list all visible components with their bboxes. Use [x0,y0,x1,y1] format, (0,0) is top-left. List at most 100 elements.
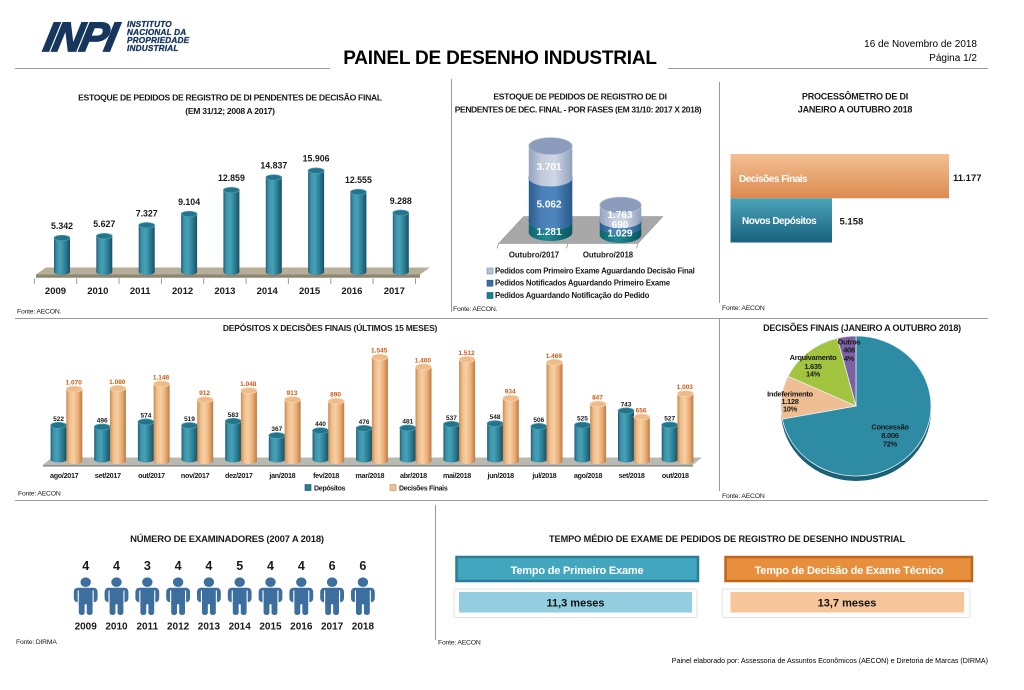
svg-text:656: 656 [636,407,647,414]
svg-text:4: 4 [113,559,120,573]
svg-text:Pedidos com Primeiro Exame Agu: Pedidos com Primeiro Exame Aguardando De… [495,266,695,275]
svg-text:Outubro/2017: Outubro/2017 [509,251,559,260]
svg-text:890: 890 [330,392,341,399]
svg-text:PENDENTES DE DEC. FINAL - POR: PENDENTES DE DEC. FINAL - POR FASES (EM … [455,105,702,115]
svg-text:913: 913 [286,390,297,397]
svg-text:13,7 meses: 13,7 meses [818,598,877,610]
svg-text:2015: 2015 [299,286,321,297]
svg-text:522: 522 [53,416,64,423]
svg-text:4: 4 [267,559,274,573]
svg-text:525: 525 [577,416,588,423]
svg-text:4: 4 [205,559,212,573]
svg-text:out/2018: out/2018 [662,471,689,480]
svg-text:2011: 2011 [130,286,151,297]
svg-text:mar/2018: mar/2018 [355,471,384,480]
svg-text:4: 4 [298,559,305,573]
svg-text:548: 548 [490,414,501,421]
svg-text:2017: 2017 [321,622,344,633]
svg-text:934: 934 [505,389,516,396]
svg-text:3: 3 [144,559,151,573]
svg-text:2012: 2012 [172,286,193,297]
svg-text:476: 476 [359,419,370,426]
svg-text:4: 4 [82,559,89,573]
svg-text:(EM 31/12; 2008 A 2017): (EM 31/12; 2008 A 2017) [185,106,275,116]
svg-text:2012: 2012 [167,622,190,633]
svg-text:Indeferimento: Indeferimento [767,389,813,398]
svg-text:5: 5 [236,559,243,573]
svg-text:496: 496 [97,418,108,425]
svg-text:DECISÕES FINAIS (JANEIRO A OUT: DECISÕES FINAIS (JANEIRO A OUTUBRO 2018) [763,323,961,333]
svg-text:12.859: 12.859 [218,173,245,183]
svg-text:2016: 2016 [290,622,313,633]
svg-text:912: 912 [199,390,210,397]
svg-text:Depósitos: Depósitos [314,486,346,493]
svg-text:out/2017: out/2017 [138,471,165,480]
svg-text:1.070: 1.070 [66,380,83,387]
svg-text:583: 583 [228,412,239,419]
svg-text:440: 440 [315,421,326,428]
svg-text:1.635: 1.635 [804,362,821,371]
svg-text:14%: 14% [806,370,821,379]
svg-text:mai/2018: mai/2018 [443,471,471,480]
svg-text:Fonte: AECON.: Fonte: AECON. [17,308,62,315]
svg-text:1.281: 1.281 [536,227,561,238]
svg-text:1.003: 1.003 [677,384,694,391]
svg-text:1.048: 1.048 [240,381,257,388]
svg-text:Fonte: AECON: Fonte: AECON [722,305,765,312]
svg-text:7.327: 7.327 [136,208,158,218]
svg-text:2017: 2017 [384,286,405,297]
svg-text:1.128: 1.128 [781,397,798,406]
svg-text:519: 519 [184,416,195,423]
svg-text:Fonte: AECON.: Fonte: AECON. [453,306,498,313]
svg-text:574: 574 [140,412,151,419]
svg-text:2009: 2009 [75,622,98,633]
svg-text:743: 743 [621,401,632,408]
svg-text:6: 6 [329,559,336,573]
svg-text:11.177: 11.177 [953,173,982,184]
svg-text:2010: 2010 [87,286,108,297]
svg-text:2018: 2018 [352,622,375,633]
svg-text:1.469: 1.469 [546,353,563,360]
svg-text:set/2018: set/2018 [619,471,645,480]
svg-text:abr/2018: abr/2018 [400,471,427,480]
svg-text:PROCESSÔMETRO DE DI: PROCESSÔMETRO DE DI [802,91,908,102]
svg-text:1.400: 1.400 [415,357,432,364]
svg-text:2013: 2013 [214,286,235,297]
svg-text:408: 408 [843,345,855,354]
svg-text:Outros: Outros [838,338,861,347]
svg-text:Decisões Finais: Decisões Finais [739,174,808,185]
svg-text:6: 6 [359,559,366,573]
svg-text:9.288: 9.288 [390,196,412,206]
svg-text:set/2017: set/2017 [95,471,121,480]
svg-text:fev/2018: fev/2018 [313,471,339,480]
svg-text:Tempo de Primeiro Exame: Tempo de Primeiro Exame [511,565,644,577]
svg-text:ago/2018: ago/2018 [574,471,603,480]
svg-text:JANEIRO A OUTUBRO 2018: JANEIRO A OUTUBRO 2018 [798,105,913,115]
svg-text:1.545: 1.545 [371,348,388,355]
svg-text:5.158: 5.158 [840,217,864,228]
svg-text:690: 690 [612,220,629,231]
svg-text:8.006: 8.006 [881,431,898,440]
svg-text:Fonte: AECON: Fonte: AECON [722,493,765,500]
svg-text:jul/2018: jul/2018 [531,471,556,480]
svg-text:ago/2017: ago/2017 [50,471,79,480]
svg-text:2009: 2009 [45,286,66,297]
svg-text:ESTOQUE DE PEDIDOS DE REGISTRO: ESTOQUE DE PEDIDOS DE REGISTRO DE DI PEN… [78,93,382,103]
svg-text:ESTOQUE DE PEDIDOS DE REGISTRO: ESTOQUE DE PEDIDOS DE REGISTRO DE DI [493,92,666,102]
svg-text:nov/2017: nov/2017 [181,471,210,480]
svg-text:DEPÓSITOS X DECISÕES FINAIS (Ú: DEPÓSITOS X DECISÕES FINAIS (ÚLTIMOS 15 … [223,322,438,333]
svg-text:72%: 72% [883,440,898,449]
svg-text:2015: 2015 [259,622,282,633]
svg-text:Fonte: AECON: Fonte: AECON [438,640,481,647]
svg-text:Pedidos Notificados Aguardando: Pedidos Notificados Aguardando Primeiro … [495,279,671,288]
svg-text:jan/2018: jan/2018 [268,471,295,480]
svg-text:5.342: 5.342 [51,221,73,231]
svg-text:dez/2017: dez/2017 [225,471,253,480]
svg-text:Decisões Finais: Decisões Finais [399,486,448,493]
svg-text:4: 4 [175,559,182,573]
svg-text:847: 847 [592,395,603,402]
svg-text:1.148: 1.148 [153,374,170,381]
svg-text:Arquivamento: Arquivamento [790,353,838,362]
svg-text:1.763: 1.763 [607,210,632,221]
svg-text:15.906: 15.906 [303,154,330,164]
